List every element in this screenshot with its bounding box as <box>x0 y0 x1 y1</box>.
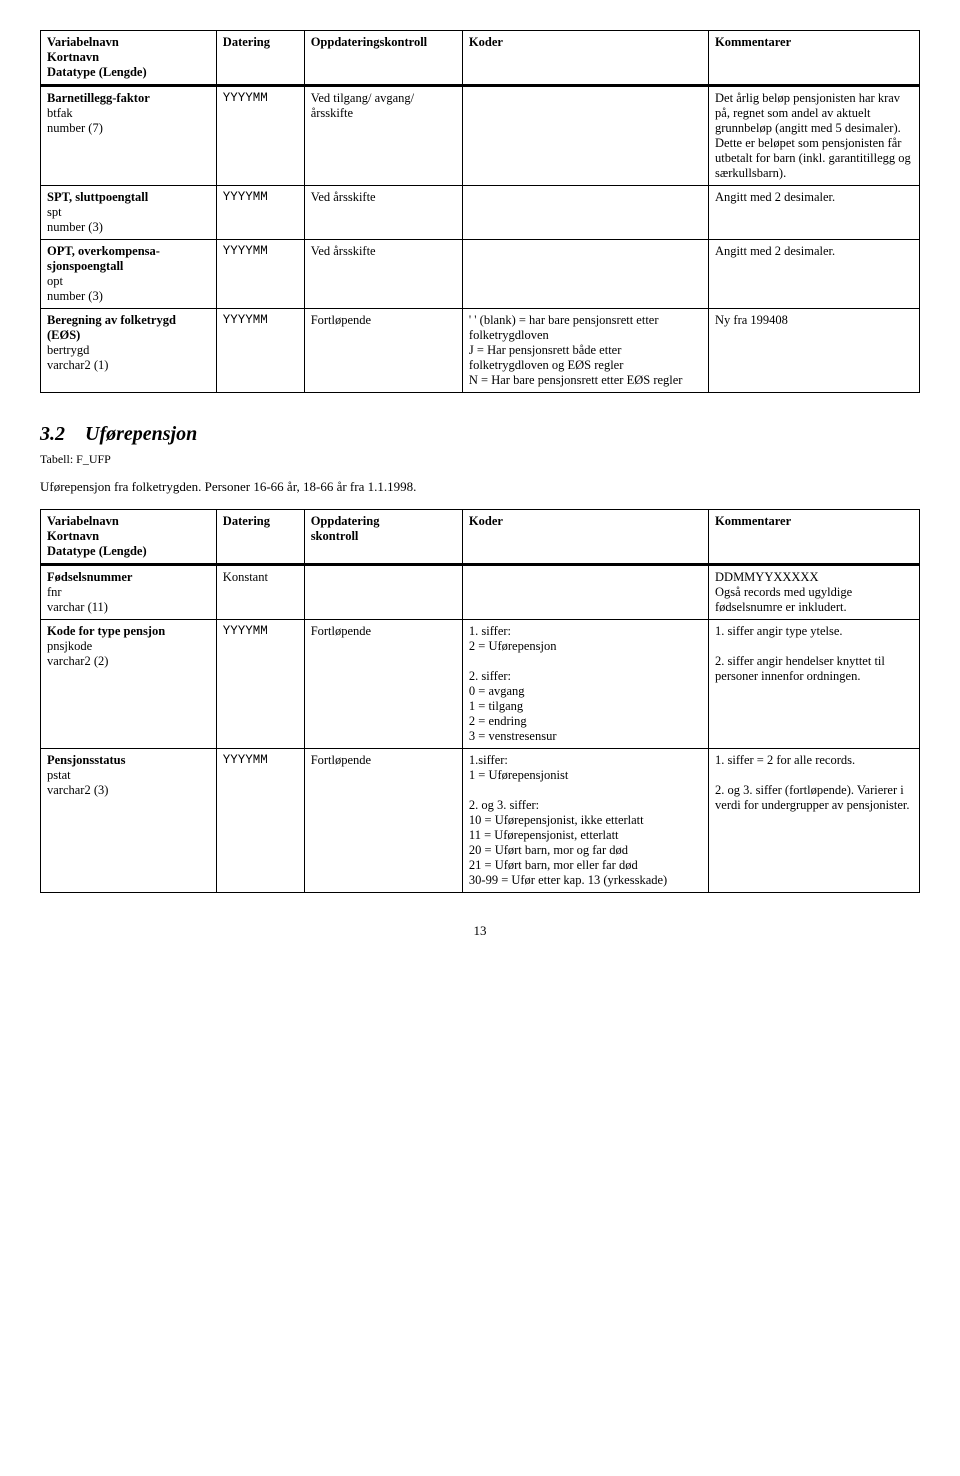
th-koder: Koder <box>462 510 708 565</box>
th-variabelnavn: Variabelnavn Kortnavn Datatype (Lengde) <box>41 31 217 86</box>
variable-name: SPT, sluttpoengtall <box>47 190 210 205</box>
table-row: Kode for type pensjonpnsjkodevarchar2 (2… <box>41 620 920 749</box>
short-name: pnsjkode <box>47 639 210 654</box>
table-row: Barnetillegg-faktorbtfaknumber (7)YYYYMM… <box>41 86 920 186</box>
cell-kommentarer: Det årlig beløp pensjonisten har krav på… <box>709 86 920 186</box>
cell-oppdatering: Fortløpende <box>304 749 462 893</box>
cell-koder <box>462 186 708 240</box>
cell-kommentarer: Angitt med 2 desimaler. <box>709 240 920 309</box>
variable-name: Pensjonsstatus <box>47 753 210 768</box>
table-row: Pensjonsstatuspstatvarchar2 (3)YYYYMMFor… <box>41 749 920 893</box>
cell-kommentarer: 1. siffer = 2 for alle records.2. og 3. … <box>709 749 920 893</box>
short-name: btfak <box>47 106 210 121</box>
cell-koder <box>462 565 708 620</box>
th-kommentarer: Kommentarer <box>709 31 920 86</box>
section-title: Uførepensjon <box>85 423 197 445</box>
variable-name: Barnetillegg-faktor <box>47 91 210 106</box>
section-number: 3.2 <box>40 423 65 445</box>
section-heading: 3.2 Uførepensjon <box>40 423 920 446</box>
cell-datering: YYYYMM <box>216 749 304 893</box>
table-2-header-row: Variabelnavn Kortnavn Datatype (Lengde) … <box>41 510 920 565</box>
table-2-body: Fødselsnummerfnrvarchar (11)KonstantDDMM… <box>41 565 920 893</box>
cell-koder: ' ' (blank) = har bare pensjonsrett ette… <box>462 309 708 393</box>
cell-kommentarer: Ny fra 199408 <box>709 309 920 393</box>
cell-oppdatering: Fortløpende <box>304 309 462 393</box>
variable-name: Beregning av folketrygd (EØS) <box>47 313 210 343</box>
cell-variabelnavn: Barnetillegg-faktorbtfaknumber (7) <box>41 86 217 186</box>
th-datering: Datering <box>216 31 304 86</box>
table-row: Beregning av folketrygd (EØS)bertrygdvar… <box>41 309 920 393</box>
datatype: number (3) <box>47 289 210 304</box>
short-name: opt <box>47 274 210 289</box>
table-row: Fødselsnummerfnrvarchar (11)KonstantDDMM… <box>41 565 920 620</box>
short-name: pstat <box>47 768 210 783</box>
cell-datering: YYYYMM <box>216 309 304 393</box>
cell-kommentarer: 1. siffer angir type ytelse.2. siffer an… <box>709 620 920 749</box>
datatype: varchar2 (1) <box>47 358 210 373</box>
cell-oppdatering: Ved årsskifte <box>304 240 462 309</box>
datatype: number (7) <box>47 121 210 136</box>
th-oppdateringskontroll: Oppdateringskontroll <box>304 31 462 86</box>
table-1: Variabelnavn Kortnavn Datatype (Lengde) … <box>40 30 920 393</box>
cell-datering: Konstant <box>216 565 304 620</box>
variable-name: Kode for type pensjon <box>47 624 210 639</box>
cell-variabelnavn: OPT, overkompensa-sjonspoengtalloptnumbe… <box>41 240 217 309</box>
th-oppdatering: Oppdatering skontroll <box>304 510 462 565</box>
th-kommentarer: Kommentarer <box>709 510 920 565</box>
cell-koder <box>462 240 708 309</box>
cell-koder: 1. siffer:2 = Uførepensjon2. siffer:0 = … <box>462 620 708 749</box>
header-text: Datatype (Lengde) <box>47 544 210 559</box>
table-1-header-row: Variabelnavn Kortnavn Datatype (Lengde) … <box>41 31 920 86</box>
cell-variabelnavn: SPT, sluttpoengtallsptnumber (3) <box>41 186 217 240</box>
datatype: varchar (11) <box>47 600 210 615</box>
header-text: Variabelnavn <box>47 35 210 50</box>
table-2: Variabelnavn Kortnavn Datatype (Lengde) … <box>40 509 920 893</box>
header-text: skontroll <box>311 529 456 544</box>
th-koder: Koder <box>462 31 708 86</box>
variable-name: Fødselsnummer <box>47 570 210 585</box>
page-number: 13 <box>40 923 920 939</box>
cell-koder <box>462 86 708 186</box>
cell-variabelnavn: Beregning av folketrygd (EØS)bertrygdvar… <box>41 309 217 393</box>
table-row: OPT, overkompensa-sjonspoengtalloptnumbe… <box>41 240 920 309</box>
section-intro: Uførepensjon fra folketrygden. Personer … <box>40 479 920 495</box>
header-text: Kortnavn <box>47 50 210 65</box>
header-text: Variabelnavn <box>47 514 210 529</box>
header-text: Kortnavn <box>47 529 210 544</box>
cell-datering: YYYYMM <box>216 240 304 309</box>
datatype: varchar2 (3) <box>47 783 210 798</box>
cell-variabelnavn: Fødselsnummerfnrvarchar (11) <box>41 565 217 620</box>
datatype: varchar2 (2) <box>47 654 210 669</box>
cell-datering: YYYYMM <box>216 86 304 186</box>
cell-oppdatering: Ved årsskifte <box>304 186 462 240</box>
short-name: fnr <box>47 585 210 600</box>
short-name: bertrygd <box>47 343 210 358</box>
cell-datering: YYYYMM <box>216 620 304 749</box>
cell-variabelnavn: Kode for type pensjonpnsjkodevarchar2 (2… <box>41 620 217 749</box>
cell-kommentarer: Angitt med 2 desimaler. <box>709 186 920 240</box>
cell-oppdatering <box>304 565 462 620</box>
cell-koder: 1.siffer:1 = Uførepensjonist2. og 3. sif… <box>462 749 708 893</box>
table-1-body: Barnetillegg-faktorbtfaknumber (7)YYYYMM… <box>41 86 920 393</box>
cell-oppdatering: Ved tilgang/ avgang/ årsskifte <box>304 86 462 186</box>
table-row: SPT, sluttpoengtallsptnumber (3)YYYYMMVe… <box>41 186 920 240</box>
th-variabelnavn: Variabelnavn Kortnavn Datatype (Lengde) <box>41 510 217 565</box>
tabell-label: Tabell: F_UFP <box>40 452 920 467</box>
cell-kommentarer: DDMMYYXXXXXOgså records med ugyldige fød… <box>709 565 920 620</box>
header-text: Datatype (Lengde) <box>47 65 210 80</box>
datatype: number (3) <box>47 220 210 235</box>
cell-datering: YYYYMM <box>216 186 304 240</box>
th-datering: Datering <box>216 510 304 565</box>
header-text: Oppdatering <box>311 514 456 529</box>
short-name: spt <box>47 205 210 220</box>
cell-oppdatering: Fortløpende <box>304 620 462 749</box>
variable-name: OPT, overkompensa-sjonspoengtall <box>47 244 210 274</box>
cell-variabelnavn: Pensjonsstatuspstatvarchar2 (3) <box>41 749 217 893</box>
